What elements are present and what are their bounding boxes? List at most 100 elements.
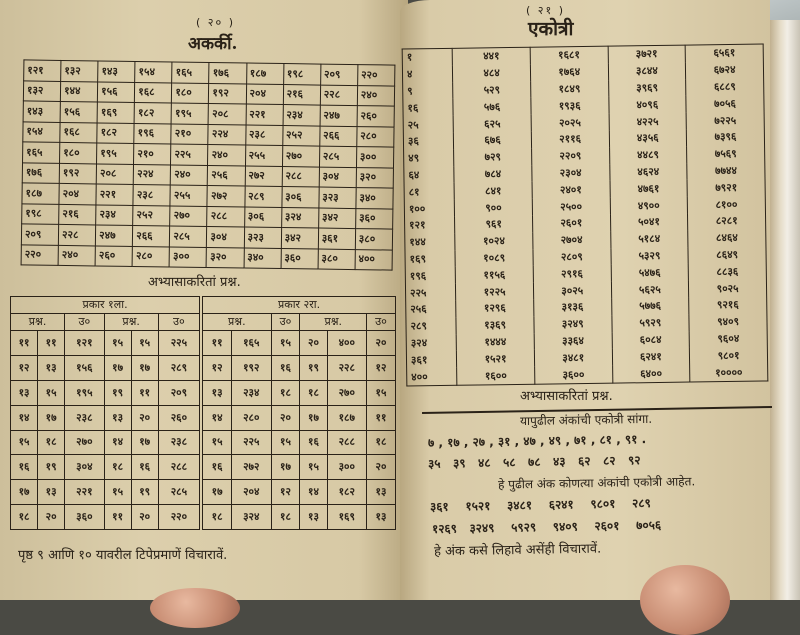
- question-cell: १७: [130, 354, 159, 381]
- square-cell: ५४७६: [610, 263, 689, 282]
- answer-cell: २०: [366, 330, 396, 356]
- table-cell: ३०४: [206, 226, 245, 248]
- practice-table: प्रकार १ला. प्रकार २रा. प्रश्न. उ० प्रश्न.…: [9, 296, 397, 530]
- table-cell: ३४०: [243, 247, 282, 269]
- practice-heading: अभ्यासाकरितां प्रश्न.: [148, 275, 241, 290]
- square-cell: १०२४: [455, 232, 533, 251]
- square-cell: ९०२५: [688, 279, 767, 298]
- square-cell: २०२५: [531, 113, 609, 132]
- question-cell: १४: [299, 479, 328, 506]
- answer-cell: १२१: [64, 330, 105, 356]
- square-cell: ९४०९: [689, 313, 768, 332]
- table-cell: २६०: [95, 245, 133, 267]
- question-cell: २८८: [326, 429, 368, 456]
- table-cell: २४०: [58, 244, 96, 266]
- table-cell: १४३: [23, 100, 61, 122]
- square-cell: ९६०४: [689, 330, 768, 348]
- table-cell: २०४: [245, 83, 284, 105]
- square-cell: ८६४९: [688, 246, 767, 264]
- table-cell: २६०: [356, 105, 395, 127]
- answer-header: उ०: [366, 313, 396, 331]
- square-cell: ४३५६: [608, 129, 687, 148]
- square-cell: १००००: [689, 363, 768, 383]
- table-cell: २७०: [170, 205, 208, 227]
- left-page: ( २० ) अकर्की. १२१ १३२ १४३ १५४ १६५ १७६ १८७ १९८ २…: [0, 0, 408, 600]
- table-cell: २५२: [282, 125, 320, 147]
- square-cell: ८२८१: [687, 212, 766, 231]
- square-cell: ९२१६: [688, 296, 767, 315]
- answer-cell: २८९: [157, 354, 204, 381]
- square-cell: ६८८९: [685, 78, 764, 96]
- table-cell: १२१: [23, 59, 62, 81]
- square-cell: १६९: [404, 250, 456, 268]
- table-row: १७ १३ २२१ १५ १९ २८५ १७ २०४ १२ १४ १८२ १३: [9, 479, 396, 506]
- square-cell: २६०१: [532, 214, 611, 233]
- question-cell: १२: [200, 354, 233, 381]
- practice-heading: अभ्यासाकरितां प्रश्न.: [520, 389, 613, 404]
- table-cell: १९५: [171, 102, 209, 125]
- answer-cell: १३: [366, 504, 396, 530]
- table-cell: ४००: [354, 249, 393, 271]
- square-cell: ५६२५: [610, 280, 689, 299]
- table-cell: २२८: [58, 224, 96, 246]
- multiplication-table: १२१ १३२ १४३ १५४ १६५ १७६ १८७ १९८ २०९ २२० १३२ १४४ १५६ १…: [21, 59, 396, 271]
- answer-header: उ०: [157, 313, 204, 331]
- square-cell: ५३२९: [610, 247, 689, 266]
- question-cell: १२: [9, 354, 39, 381]
- table-cell: १८२: [96, 122, 135, 144]
- table-cell: ३४२: [281, 227, 319, 249]
- square-cell: ४०९६: [608, 95, 687, 114]
- question-cell: २०: [299, 330, 328, 356]
- question-cell: १५: [9, 429, 39, 456]
- table-cell: १९५: [96, 142, 135, 164]
- table-cell: २३४: [95, 204, 134, 226]
- square-cell: ९८०१: [689, 346, 768, 365]
- table-row: १६ १९ ३०४ १८ १६ २८८ १६ २७२ १७ १५ ३०० २०: [9, 454, 396, 481]
- square-cell: १२१: [404, 216, 456, 235]
- question-cell: १७: [103, 354, 132, 381]
- thumb: [150, 588, 240, 628]
- square-cell: ८४६४: [687, 229, 766, 248]
- square-cell: ६२५: [453, 114, 532, 133]
- square-cell: २७०४: [532, 231, 611, 250]
- square-cell: १२९६: [455, 299, 534, 318]
- square-cell: ५१८४: [610, 230, 689, 249]
- question-cell: १८: [37, 429, 66, 456]
- table-cell: २७०: [282, 145, 320, 167]
- table-cell: ३२३: [243, 227, 282, 249]
- question-cell: १९: [103, 379, 132, 406]
- square-cell: ७२९: [453, 148, 532, 167]
- answer-cell: २०: [270, 404, 301, 431]
- table-cell: २५६: [207, 164, 246, 187]
- question-cell: १५: [103, 330, 132, 356]
- square-cell: १३६९: [456, 316, 535, 335]
- square-cell: ६७२४: [685, 61, 764, 80]
- square-cell: ३७२१: [607, 45, 686, 64]
- question-cell: १८७: [326, 404, 368, 431]
- question-cell: १८: [103, 454, 132, 481]
- square-cell: २२०९: [531, 147, 610, 166]
- table-cell: ३२०: [356, 167, 394, 189]
- question-cell: १७: [299, 404, 328, 431]
- square-cell: २३०४: [531, 164, 610, 183]
- table-cell: ३४०: [355, 187, 394, 209]
- table-row: २२० २४० २६० २८० ३०० ३२० ३४० ३६० ३८० ४००: [21, 244, 393, 271]
- question-cell: १९: [37, 454, 66, 481]
- table-cell: २०९: [320, 64, 358, 86]
- table-cell: ३८०: [317, 248, 356, 270]
- answer-cell: १९५: [64, 379, 105, 406]
- table-cell: १५४: [134, 61, 173, 83]
- answer-cell: ३०४: [64, 454, 105, 481]
- answer-cell: १६: [270, 354, 301, 381]
- question-cell: ११: [103, 504, 132, 530]
- square-cell: ७५६९: [686, 145, 765, 164]
- footer-note: पृष्ठ ९ आणि १० यावरील टिपेप्रमाणें विचार…: [18, 548, 228, 563]
- answer-cell: १२: [270, 479, 301, 506]
- square-cell: ६७६: [453, 131, 532, 150]
- square-cell: ७३९६: [686, 128, 765, 147]
- square-cell: ६०८४: [611, 331, 690, 349]
- square-cell: ४: [402, 65, 453, 84]
- question-cell: २७२: [231, 454, 272, 481]
- table-cell: ३०६: [244, 206, 282, 228]
- table-cell: २२०: [357, 64, 395, 86]
